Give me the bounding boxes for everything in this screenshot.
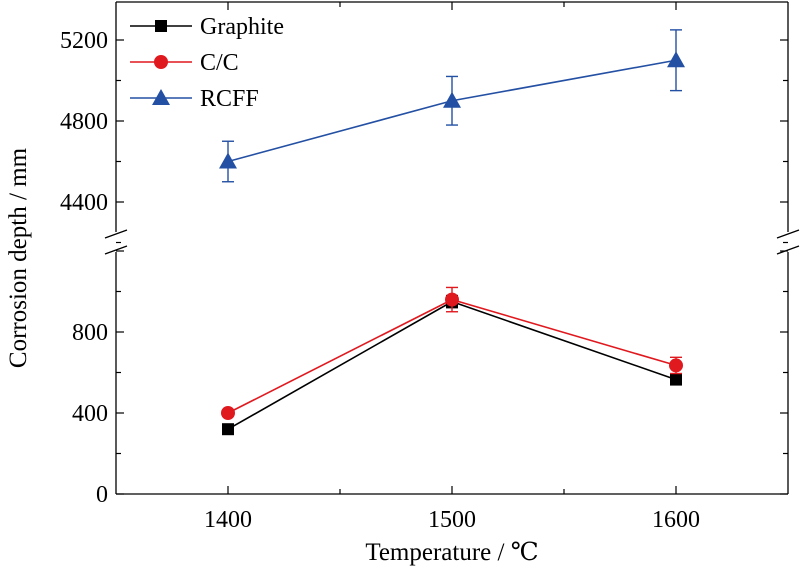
series-line: [227, 300, 677, 430]
legend-item: C/C: [130, 50, 239, 76]
y-tick-label: 0: [96, 482, 108, 508]
y-axis-title: Corrosion depth / mm: [5, 147, 32, 368]
legend-item: RCFF: [130, 86, 259, 112]
data-point: [670, 373, 682, 386]
series-rcff: [219, 29, 685, 183]
legend-marker: [154, 55, 168, 69]
legend: Graphite C/C RCFF: [130, 14, 284, 112]
left-break-mark-top: [104, 229, 128, 239]
data-point: [667, 51, 685, 68]
data-point: [443, 91, 461, 108]
y-tick-label: 800: [72, 320, 108, 346]
x-tick-label: 1500: [428, 507, 476, 533]
legend-item: Graphite: [130, 14, 284, 40]
data-point: [222, 423, 234, 436]
ticks: 0 400 800 4400 4800 5200 1400 1500 1600: [60, 2, 788, 533]
legend-label: RCFF: [200, 86, 259, 112]
x-axis-title: Temperature / ℃: [365, 539, 538, 566]
legend-label: Graphite: [200, 14, 284, 40]
y-tick-label: 4400: [60, 190, 108, 216]
data-point: [221, 406, 235, 420]
x-tick-label: 1400: [204, 507, 252, 533]
legend-label: C/C: [200, 50, 239, 76]
left-break-mark-bottom: [104, 245, 128, 255]
x-tick-label: 1600: [652, 507, 700, 533]
series-c-c: [221, 286, 683, 420]
right-break-mark-top: [776, 229, 800, 239]
legend-marker: [155, 20, 167, 32]
y-tick-label: 4800: [60, 109, 108, 135]
y-tick-label: 5200: [60, 28, 108, 54]
data-point: [219, 152, 237, 169]
series-layer: [219, 29, 685, 436]
data-point: [669, 358, 683, 373]
right-break-mark-bottom: [776, 245, 800, 255]
y-tick-label: 400: [72, 401, 108, 427]
legend-marker: [152, 89, 170, 105]
series-graphite: [222, 294, 682, 436]
data-point: [445, 292, 459, 307]
